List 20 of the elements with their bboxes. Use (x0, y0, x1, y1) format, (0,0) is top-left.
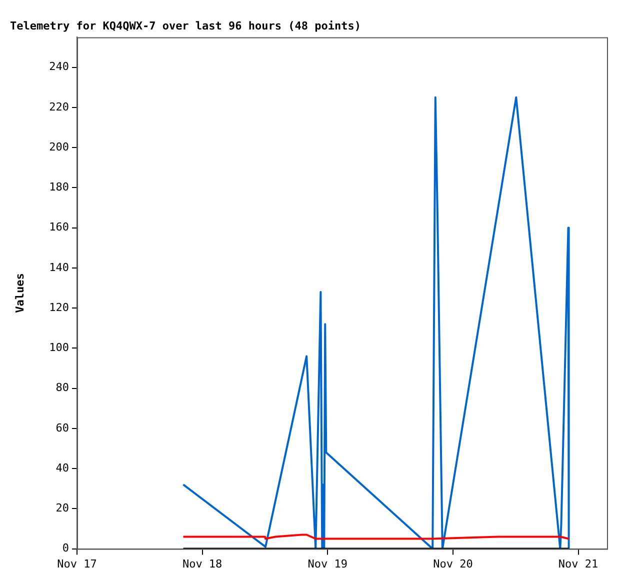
y-tick-label: 220 (49, 100, 69, 114)
y-tick-label: 80 (56, 381, 69, 394)
y-tick-label: 100 (49, 341, 69, 354)
chart-title: Telemetry for KQ4QWX-7 over last 96 hours (48 points) (10, 19, 361, 32)
x-tick-label: Nov 19 (308, 557, 348, 570)
y-tick-label: 20 (56, 502, 69, 515)
y-tick-label: 180 (49, 180, 69, 194)
y-tick-label: 240 (49, 60, 69, 74)
y-tick-label: 120 (49, 300, 69, 314)
y-tick-label: 160 (49, 220, 69, 234)
y-tick-label: 140 (49, 260, 69, 274)
x-tick-label: Nov 17 (57, 557, 97, 570)
y-axis-title: Values (13, 273, 26, 313)
y-tick-label: 40 (56, 461, 69, 474)
y-tick-label: 0 (62, 542, 69, 555)
x-tick-label: Nov 20 (433, 557, 473, 570)
y-tick-label: 60 (56, 421, 69, 434)
x-tick-label: Nov 18 (182, 557, 222, 570)
y-tick-label: 200 (49, 140, 69, 154)
x-tick-label: Nov 21 (558, 557, 598, 570)
